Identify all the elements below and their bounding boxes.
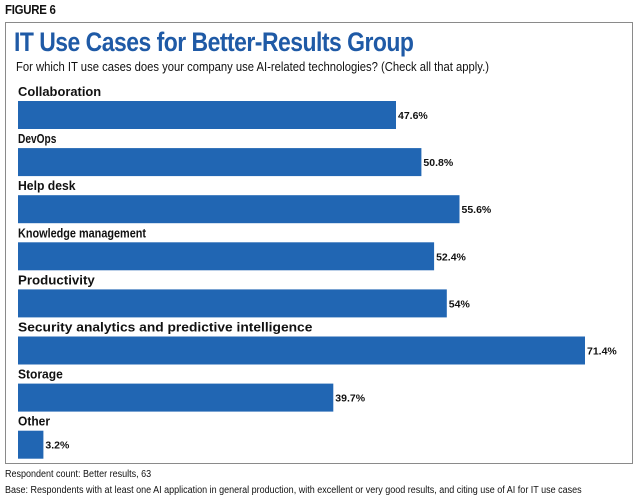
bar-collaboration xyxy=(18,101,396,129)
category-label-other: Other xyxy=(18,415,50,429)
category-label-collaboration: Collaboration xyxy=(18,85,101,99)
value-label-security-analytics-and-predictive-intelligence: 71.4% xyxy=(587,346,617,358)
category-label-help-desk: Help desk xyxy=(18,179,76,193)
value-label-knowledge-management: 52.4% xyxy=(436,251,466,263)
figure-label: FIGURE 6 xyxy=(5,2,56,17)
bar-knowledge-management xyxy=(18,242,435,271)
bar-storage xyxy=(18,383,334,412)
bar-help-desk xyxy=(18,195,460,224)
bar-security-analytics-and-predictive-intelligence xyxy=(18,336,585,365)
value-label-productivity: 54% xyxy=(449,298,471,310)
chart-title: IT Use Cases for Better-Results Group xyxy=(14,27,414,57)
category-label-knowledge-management: Knowledge management xyxy=(18,226,147,240)
value-label-storage: 39.7% xyxy=(335,393,365,405)
bar-other xyxy=(18,430,44,459)
category-label-devops: DevOps xyxy=(18,132,56,146)
value-label-other: 3.2% xyxy=(45,440,70,452)
bar-productivity xyxy=(18,289,447,318)
value-label-devops: 50.8% xyxy=(423,157,453,169)
category-label-storage: Storage xyxy=(18,368,63,382)
value-label-help-desk: 55.6% xyxy=(462,204,492,216)
category-label-security-analytics-and-predictive-intelligence: Security analytics and predictive intell… xyxy=(18,321,312,335)
respondent-count-note: Respondent count: Better results, 63 xyxy=(5,469,152,480)
value-label-collaboration: 47.6% xyxy=(398,110,428,122)
base-note: Base: Respondents with at least one AI a… xyxy=(5,485,582,496)
chart-frame: IT Use Cases for Better-Results Group Fo… xyxy=(5,22,633,464)
bar-devops xyxy=(18,148,422,177)
category-label-productivity: Productivity xyxy=(18,273,95,287)
chart-subtitle: For which IT use cases does your company… xyxy=(16,60,489,74)
